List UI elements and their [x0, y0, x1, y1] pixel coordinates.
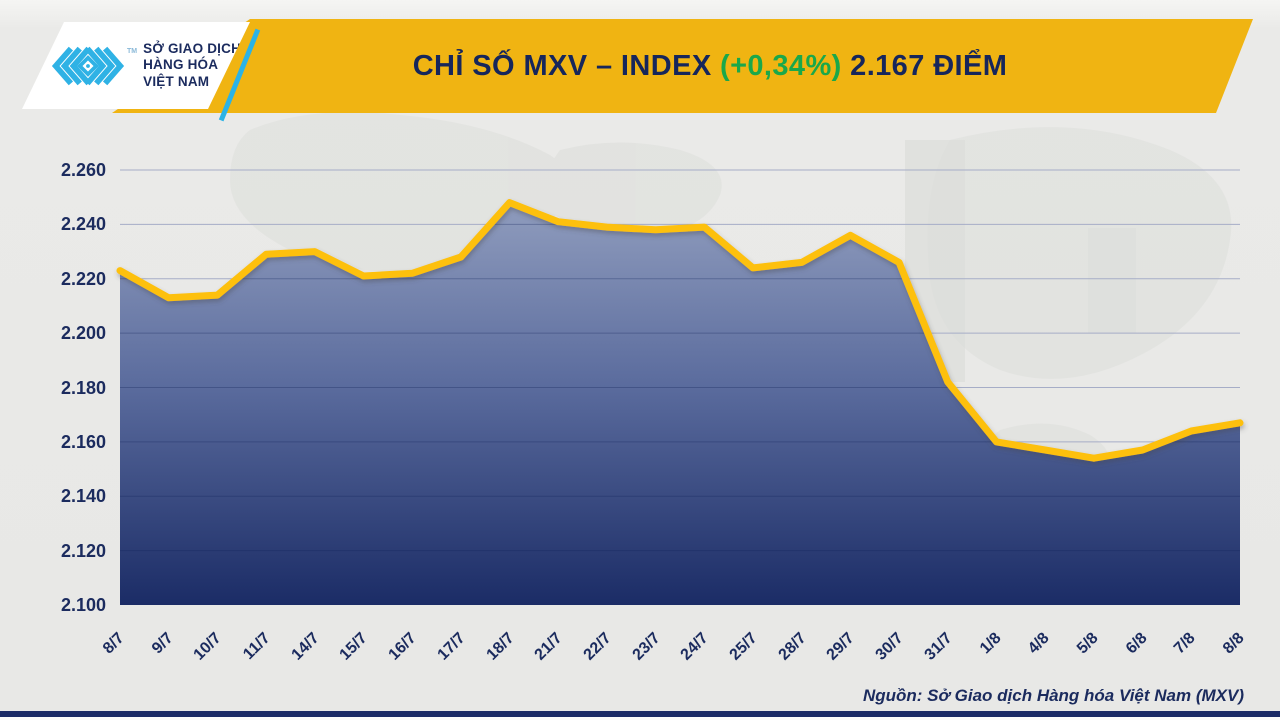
- chart-title: CHỈ SỐ MXV – INDEX (+0,34%) 2.167 ĐIỂM: [413, 50, 1008, 83]
- y-axis-label: 2.140: [60, 486, 106, 507]
- y-axis-label: 2.240: [60, 214, 106, 235]
- y-axis-label: 2.100: [60, 595, 106, 615]
- bottom-edge: [0, 717, 1280, 720]
- title-main: CHỈ SỐ MXV – INDEX: [412, 49, 721, 82]
- index-line: [116, 199, 1244, 462]
- mxv-logo-icon: [51, 46, 125, 85]
- logo-text: SỞ GIAO DỊCH HÀNG HÓA VIỆT NAM: [143, 41, 241, 90]
- title-change-percent: (+0,34%): [720, 49, 842, 82]
- y-axis-label: 2.180: [60, 377, 106, 398]
- title-banner: CHỈ SỐ MXV – INDEX (+0,34%) 2.167 ĐIỂM: [112, 19, 1253, 113]
- bottom-border-bar: [0, 711, 1280, 717]
- title-index-value: 2.167 ĐIỂM: [841, 49, 1008, 82]
- y-axis-label: 2.160: [60, 431, 106, 452]
- y-axis-label: 2.260: [60, 160, 106, 180]
- trademark-symbol: TM: [127, 48, 138, 55]
- mxv-logo: TM SỞ GIAO DỊCH HÀNG HÓA VIỆT NAM: [22, 22, 250, 109]
- logo-text-line2: HÀNG HÓA: [143, 57, 219, 73]
- y-axis-label: 2.220: [60, 268, 106, 289]
- area-fill: [120, 202, 1240, 605]
- source-note: Nguồn: Sở Giao dịch Hàng hóa Việt Nam (M…: [862, 686, 1244, 705]
- y-axis-label: 2.200: [60, 323, 106, 344]
- y-axis-label: 2.120: [60, 540, 106, 561]
- logo-text-line3: VIỆT NAM: [143, 73, 210, 89]
- logo-text-line1: SỞ GIAO DỊCH: [143, 41, 242, 57]
